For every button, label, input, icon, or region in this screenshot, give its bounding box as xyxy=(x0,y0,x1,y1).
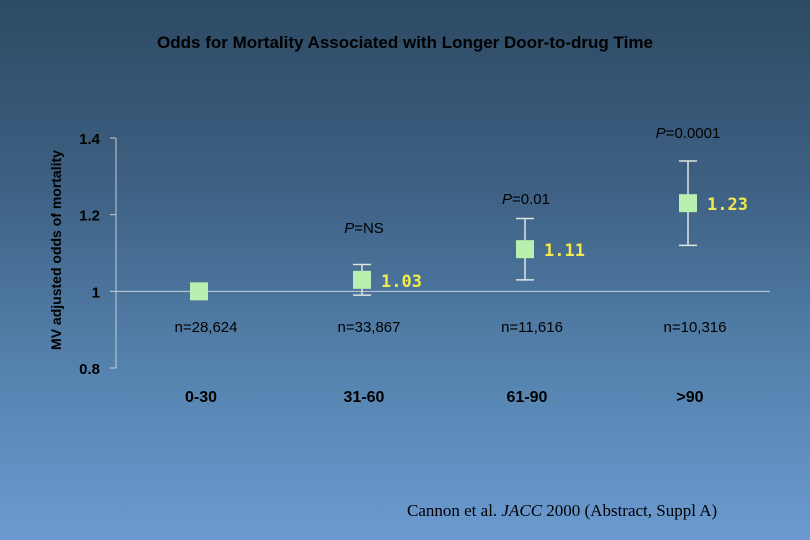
data-point xyxy=(516,240,534,259)
x-tick-label: >90 xyxy=(676,389,703,406)
citation-journal: JACC xyxy=(501,501,543,520)
value-label: 1.03 xyxy=(381,272,422,292)
y-tick-label: 1.2 xyxy=(79,208,100,225)
p-value-label: P=0.0001 xyxy=(656,125,721,142)
citation: Cannon et al. JACC 2000 (Abstract, Suppl… xyxy=(407,501,717,521)
y-tick-label: 0.8 xyxy=(79,361,100,378)
chart-title: Odds for Mortality Associated with Longe… xyxy=(157,33,653,52)
citation-authors: Cannon et al. xyxy=(407,501,498,520)
y-tick-label: 1 xyxy=(92,284,100,301)
sample-size-label: n=10,316 xyxy=(664,319,727,336)
sample-size-label: n=33,867 xyxy=(338,319,401,336)
data-point xyxy=(353,270,371,289)
x-tick-label: 61-90 xyxy=(507,389,548,406)
value-label: 1.11 xyxy=(544,241,585,261)
citation-details: 2000 (Abstract, Suppl A) xyxy=(546,501,718,520)
data-point xyxy=(679,194,697,213)
x-tick-label: 31-60 xyxy=(344,389,385,406)
sample-size-label: n=28,624 xyxy=(175,319,238,336)
data-point xyxy=(190,282,208,301)
value-label: 1.23 xyxy=(707,195,748,215)
sample-size-label: n=11,616 xyxy=(501,319,563,336)
p-value-label: P=0.01 xyxy=(502,191,550,208)
x-tick-label: 0-30 xyxy=(185,389,217,406)
p-value-label: P=NS xyxy=(344,220,384,237)
y-tick-label: 1.4 xyxy=(79,131,101,148)
